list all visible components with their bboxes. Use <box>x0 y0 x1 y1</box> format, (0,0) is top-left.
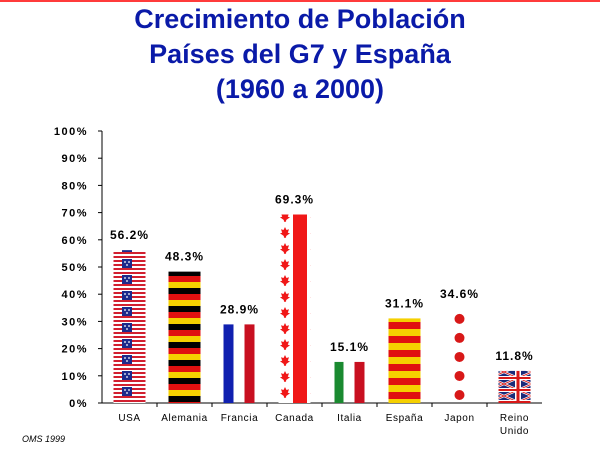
y-tick-label: 30% <box>61 316 88 328</box>
bar-fill <box>168 271 201 403</box>
bar-value-label: 48.3% <box>165 250 204 264</box>
y-tick-label: 50% <box>61 262 88 274</box>
x-category-label: Reino <box>500 413 529 424</box>
x-category-label: Alemania <box>161 413 208 424</box>
y-tick-label: 90% <box>61 153 88 165</box>
bar-value-label: 56.2% <box>110 228 149 242</box>
x-category-label: Canada <box>275 413 314 424</box>
bar-uk-flag <box>498 370 531 403</box>
top-accent-line <box>0 0 600 2</box>
bar-germany-flag <box>168 271 201 403</box>
x-category-label: Italia <box>337 413 362 424</box>
bar-fill <box>113 250 146 403</box>
chart-title-line-3: (1960 a 2000) <box>215 74 385 104</box>
x-category-label: Unido <box>500 426 529 437</box>
y-tick-label: 0% <box>69 398 88 410</box>
bar-value-label: 31.1% <box>385 296 424 310</box>
source-note: OMS 1999 <box>22 434 66 444</box>
bar-dot <box>454 332 465 343</box>
y-tick-label: 80% <box>61 180 88 192</box>
bar-value-label: 28.9% <box>220 302 259 316</box>
y-tick-label: 100% <box>54 126 88 138</box>
bar-stripe-blue <box>223 324 234 403</box>
y-tick-label: 60% <box>61 235 88 247</box>
bar-spain-flag <box>388 318 421 403</box>
y-tick-label: 40% <box>61 289 88 301</box>
x-category-label: Francia <box>221 413 259 424</box>
x-category-label: España <box>386 413 424 424</box>
bar-canada-flag <box>278 214 311 403</box>
bar-dot <box>454 390 465 400</box>
y-tick-label: 20% <box>61 344 88 356</box>
bar-italy-flag <box>334 361 365 403</box>
bar-fill <box>498 370 531 403</box>
bar-value-label: 69.3% <box>275 193 314 207</box>
y-tick-label: 70% <box>61 208 88 220</box>
bar-stripe-red <box>244 324 255 403</box>
bar-stripe-green <box>334 361 344 403</box>
chart-title-line-2: Países del G7 y España <box>149 39 451 69</box>
y-tick-label: 10% <box>61 371 88 383</box>
bar-value-label: 15.1% <box>330 340 369 354</box>
bar-fill <box>388 318 421 403</box>
chart-title-line-1: Crecimiento de Población <box>134 4 466 34</box>
bar-dot <box>454 313 465 324</box>
x-category-label: USA <box>118 413 140 424</box>
bar-dot <box>454 370 465 381</box>
bar-stripe-red <box>354 361 365 403</box>
bar-japan-dots <box>454 313 465 400</box>
bar-fill <box>278 214 311 403</box>
bar-usa-flag <box>113 250 146 403</box>
bar-france-flag <box>223 324 255 403</box>
bar-dot <box>454 351 465 362</box>
bar-value-label: 34.6% <box>440 287 479 301</box>
x-category-label: Japon <box>444 413 474 424</box>
bar-value-label: 11.8% <box>495 349 533 363</box>
